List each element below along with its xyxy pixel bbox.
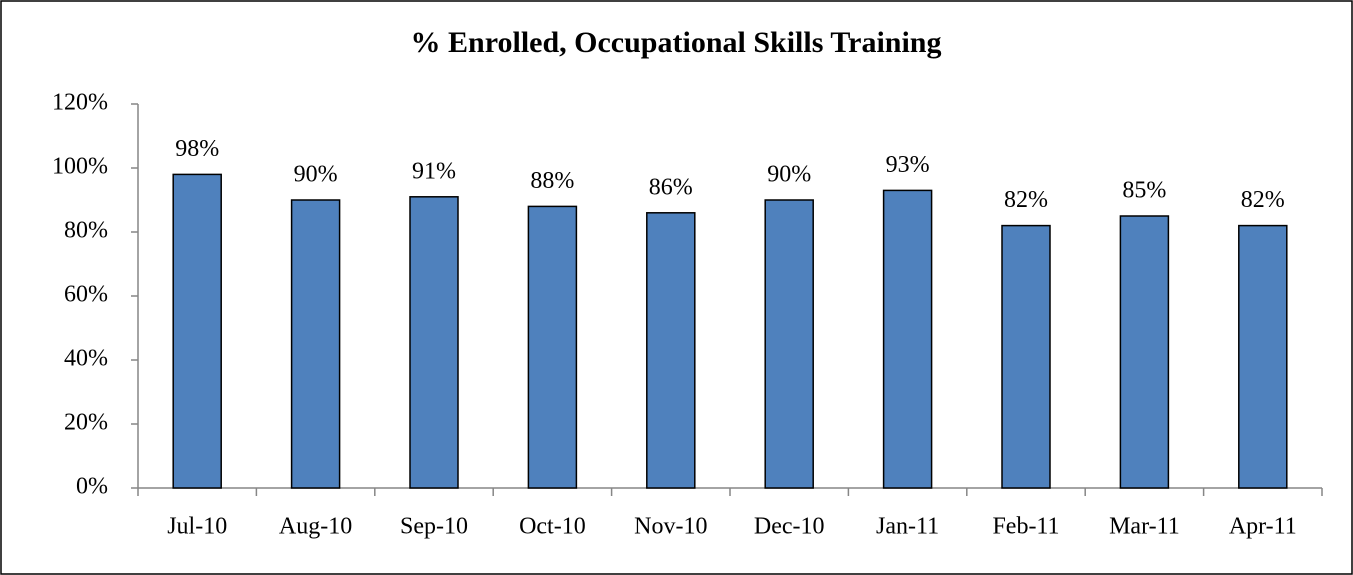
bar bbox=[527, 205, 578, 489]
data-label: 86% bbox=[649, 174, 693, 200]
chart-title: % Enrolled, Occupational Skills Training bbox=[411, 26, 942, 59]
y-tick-label: 0% bbox=[76, 474, 108, 500]
y-tick-label: 60% bbox=[64, 282, 108, 308]
data-label: 88% bbox=[530, 168, 574, 194]
data-label: 93% bbox=[886, 152, 930, 178]
data-label: 85% bbox=[1122, 178, 1166, 204]
y-tick-label: 20% bbox=[64, 410, 108, 436]
x-tick-label: Feb-11 bbox=[992, 514, 1059, 540]
bar bbox=[409, 196, 459, 489]
y-tick-label: 40% bbox=[64, 346, 108, 372]
x-tick-label: Nov-10 bbox=[634, 514, 707, 540]
x-tick-label: Sep-10 bbox=[400, 514, 468, 540]
data-label: 90% bbox=[294, 162, 338, 188]
bar bbox=[882, 189, 933, 489]
x-tick-label: Oct-10 bbox=[519, 514, 586, 540]
y-tick-label: 120% bbox=[52, 90, 108, 116]
bar bbox=[1238, 224, 1288, 489]
data-label: 98% bbox=[175, 136, 219, 162]
y-tick-label: 100% bbox=[52, 154, 108, 180]
bar bbox=[172, 173, 222, 489]
y-tick-label: 80% bbox=[64, 218, 108, 244]
x-tick-label: Jul-10 bbox=[167, 514, 227, 540]
bar bbox=[1119, 215, 1170, 489]
data-label: 82% bbox=[1241, 187, 1285, 213]
data-label: 82% bbox=[1004, 187, 1048, 213]
bar bbox=[764, 199, 814, 489]
x-tick-label: Jan-11 bbox=[876, 514, 939, 540]
x-tick-label: Dec-10 bbox=[754, 514, 825, 540]
bar bbox=[290, 199, 341, 489]
bar bbox=[646, 212, 696, 489]
x-tick-label: Mar-11 bbox=[1109, 514, 1180, 540]
data-label: 90% bbox=[767, 162, 811, 188]
x-tick-label: Apr-11 bbox=[1229, 514, 1297, 540]
x-tick-label: Aug-10 bbox=[279, 514, 352, 540]
data-label: 91% bbox=[412, 158, 456, 184]
bar bbox=[1001, 224, 1051, 489]
